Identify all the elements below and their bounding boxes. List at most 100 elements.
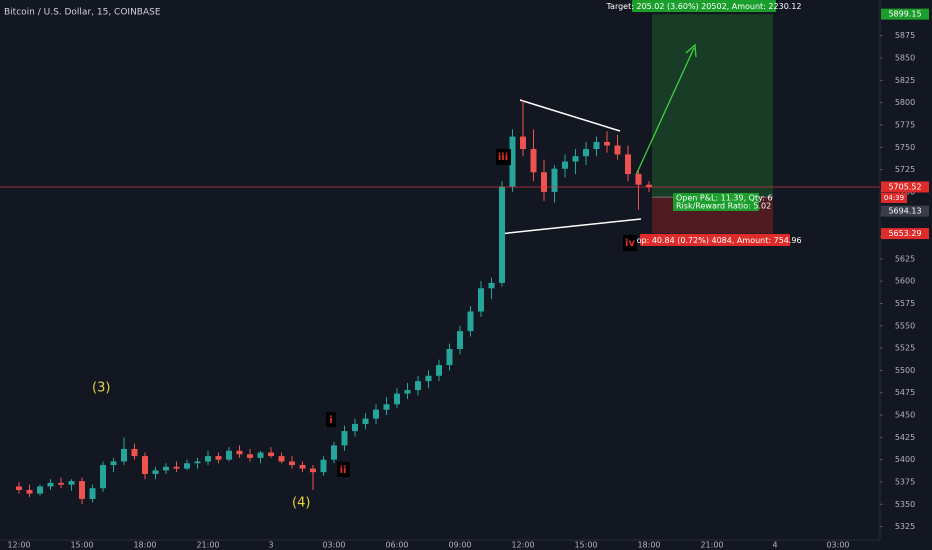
candle-body	[16, 486, 22, 491]
y-tick-label: 5775	[895, 120, 915, 129]
countdown-bg	[881, 192, 907, 203]
candle-body	[436, 365, 442, 376]
candle-body	[257, 452, 264, 458]
candle-body	[289, 461, 295, 466]
y-tick-label: 5450	[895, 411, 915, 420]
y-tick-label: 5800	[895, 98, 915, 107]
y-tick-label: 5875	[895, 31, 915, 40]
triangle-upper	[519, 99, 621, 132]
x-tick-label: 21:00	[700, 541, 723, 550]
pnl-label: Open P&L: 11.39, Qty: 6	[676, 194, 773, 203]
candle-body	[110, 461, 117, 466]
candle-body	[583, 149, 589, 157]
candle-body	[205, 456, 211, 462]
target-label-bg	[632, 0, 776, 12]
y-tick-label: 5350	[895, 500, 915, 509]
candle-body	[268, 452, 274, 457]
wave-label: i	[329, 415, 332, 426]
candle-body	[352, 423, 358, 432]
candle-body	[142, 456, 148, 474]
y-tick-label: 5475	[895, 388, 915, 397]
wave-bg	[496, 149, 511, 165]
candle-body	[425, 375, 432, 382]
wave-label: (3)	[92, 381, 110, 396]
x-tick-label: 18:00	[133, 541, 156, 550]
arrow-head	[685, 43, 697, 58]
price-badge	[881, 181, 929, 193]
candle-body	[488, 282, 495, 289]
price-badge	[881, 228, 929, 240]
y-tick-label: 5425	[895, 433, 915, 442]
candle-body	[152, 470, 159, 474]
target-zone	[652, 14, 773, 198]
triangle-lower	[498, 218, 642, 235]
wave-bg	[326, 412, 336, 427]
candle-body	[79, 481, 85, 499]
candle-body	[373, 409, 379, 419]
candle-body	[37, 486, 43, 494]
x-tick-label: 15:00	[574, 541, 597, 550]
y-tick-label: 5500	[895, 366, 915, 375]
candle-body	[331, 445, 337, 460]
target-label: Target: 205.02 (3.60%) 20502, Amount: 22…	[605, 2, 801, 11]
candle-body	[625, 154, 631, 175]
chart-title: Bitcoin / U.S. Dollar, 15, COINBASE	[4, 8, 161, 18]
price-badge-label: 5653.29	[888, 229, 921, 238]
candle-body	[89, 488, 96, 499]
candle-body	[446, 348, 453, 366]
candle-body	[551, 168, 558, 192]
candle-body	[572, 156, 579, 162]
y-tick-label: 5325	[895, 522, 915, 531]
x-tick-label: 18:00	[637, 541, 660, 550]
countdown: 04:39	[884, 194, 904, 202]
wave-labels: (3) (4) i ii iii iv	[92, 149, 637, 511]
candle-body	[604, 141, 610, 146]
price-axis-bg	[880, 0, 932, 550]
wave-bg	[623, 235, 637, 251]
y-tick-label: 5575	[895, 299, 915, 308]
x-tick-label: 12:00	[7, 541, 30, 550]
x-tick-label: 4	[772, 541, 777, 550]
candle-body	[467, 311, 474, 332]
y-tick-label: 5375	[895, 477, 915, 486]
x-tick-label: 06:00	[385, 541, 408, 550]
position-tool: Target: 205.02 (3.60%) 20502, Amount: 22…	[605, 0, 802, 246]
y-tick-label: 5600	[895, 277, 915, 286]
stop-label-bg	[640, 234, 790, 246]
stop-label: Stop: 40.84 (0.72%) 4084, Amount: 754.96	[628, 236, 801, 245]
pnl-label-bg	[673, 193, 759, 211]
ratio-label: Risk/Reward Ratio: 5.02	[676, 202, 771, 211]
y-tick-label: 5725	[895, 165, 915, 174]
candle-body	[415, 381, 421, 391]
candle-body	[173, 466, 180, 469]
x-tick-label: 03:00	[826, 541, 849, 550]
candle-body	[194, 461, 201, 464]
candle-body	[226, 450, 232, 460]
wave-label: iv	[625, 238, 635, 249]
candle-body	[47, 482, 54, 487]
candle-body	[478, 288, 484, 312]
candle-body	[362, 418, 369, 424]
candle-body	[457, 331, 463, 349]
x-tick-label: 09:00	[448, 541, 471, 550]
price-badge	[881, 205, 929, 217]
candle-body	[320, 459, 327, 473]
candle-body	[68, 481, 75, 485]
price-badge-label: 5899.15	[888, 10, 921, 19]
candles	[16, 100, 652, 505]
x-tick-label: 15:00	[70, 541, 93, 550]
candle-body	[215, 456, 222, 460]
candle-body	[499, 186, 505, 283]
candle-body	[236, 450, 243, 455]
candle-body	[131, 448, 138, 457]
candle-body	[614, 145, 621, 155]
y-tick-label: 5550	[895, 321, 915, 330]
y-tick-label: 5850	[895, 54, 915, 63]
y-tick-label: 5750	[895, 143, 915, 152]
candle-body	[341, 431, 348, 446]
candle-body	[394, 393, 400, 405]
candle-body	[247, 454, 253, 458]
candle-body	[509, 136, 516, 187]
